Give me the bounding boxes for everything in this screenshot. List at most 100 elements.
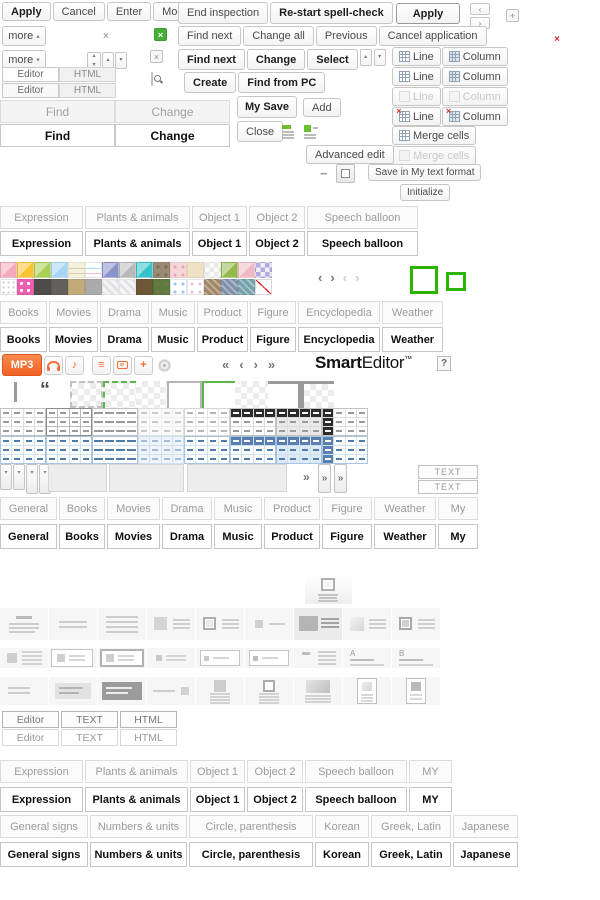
tab[interactable]: Weather: [374, 524, 436, 549]
tab[interactable]: Speech balloon: [305, 787, 407, 812]
tab[interactable]: My: [438, 524, 478, 549]
palette-swatch[interactable]: [153, 262, 170, 278]
palette-swatch[interactable]: [221, 279, 238, 295]
palette-swatch[interactable]: [85, 279, 102, 295]
music-note-icon[interactable]: ♪: [65, 355, 84, 375]
tab-text[interactable]: TEXT: [61, 711, 118, 728]
tab[interactable]: Numbers & units: [90, 842, 187, 867]
table-style-tile[interactable]: [230, 408, 276, 436]
table-style-tile[interactable]: [184, 436, 230, 464]
table-style-tile[interactable]: [184, 408, 230, 436]
dropdown-arrow-button[interactable]: ▾: [26, 464, 38, 494]
palette-swatch[interactable]: [255, 262, 272, 278]
tab[interactable]: Product: [197, 301, 248, 324]
layout-template-icon[interactable]: [392, 677, 440, 705]
palette-swatch[interactable]: [0, 279, 17, 295]
tab[interactable]: Object 1: [190, 787, 245, 812]
tab[interactable]: Music: [214, 524, 262, 549]
tab[interactable]: General signs: [0, 842, 88, 867]
palette-swatch[interactable]: [102, 279, 119, 295]
line-button[interactable]: Line: [392, 87, 441, 106]
layout-template-icon[interactable]: [49, 648, 97, 668]
border-style-tile[interactable]: [268, 381, 301, 408]
layout-template-icon[interactable]: [343, 608, 391, 640]
column-button[interactable]: Column: [441, 67, 508, 86]
headphones-icon[interactable]: [44, 355, 63, 375]
layout-template-icon[interactable]: [147, 608, 195, 640]
add-button[interactable]: Add: [303, 98, 341, 117]
tab[interactable]: Speech balloon: [307, 206, 418, 229]
palette-swatch[interactable]: [170, 279, 187, 295]
palette-swatch[interactable]: [34, 279, 51, 295]
border-style-tile[interactable]: [301, 381, 334, 408]
tab[interactable]: Music: [151, 327, 195, 352]
tab-html[interactable]: HTML: [120, 711, 177, 728]
palette-swatch[interactable]: [34, 262, 51, 278]
tab[interactable]: Drama: [162, 497, 212, 520]
layout-template-icon[interactable]: [294, 677, 342, 705]
border-style-tile[interactable]: [169, 381, 202, 408]
tab[interactable]: Object 2: [249, 206, 305, 229]
palette-swatch[interactable]: [17, 279, 34, 295]
expand-button[interactable]: »: [318, 464, 331, 493]
tab[interactable]: Numbers & units: [90, 815, 187, 838]
border-style-tile[interactable]: [136, 381, 169, 408]
tab[interactable]: Books: [59, 524, 105, 549]
tab[interactable]: Plants & animals: [85, 206, 190, 229]
tab[interactable]: Weather: [374, 497, 436, 520]
more-up-button[interactable]: more ▴: [2, 26, 46, 46]
tab[interactable]: Japanese: [453, 815, 518, 838]
tab[interactable]: Object 1: [192, 231, 247, 256]
palette-swatch[interactable]: [187, 262, 204, 278]
tab[interactable]: Movies: [107, 497, 160, 520]
table-style-tile[interactable]: [0, 408, 46, 436]
tab[interactable]: MY: [409, 760, 452, 783]
palette-swatch[interactable]: [255, 279, 272, 295]
layout-template-icon[interactable]: [147, 677, 195, 705]
tab[interactable]: Object 2: [247, 760, 303, 783]
table-style-tile[interactable]: [322, 408, 368, 436]
tab-text[interactable]: TEXT: [61, 729, 118, 746]
merge-cells-button[interactable]: Merge cells: [392, 146, 477, 165]
image-caption-layout-icon[interactable]: [305, 575, 352, 604]
layout-template-icon[interactable]: [0, 677, 48, 705]
palette-swatch[interactable]: [51, 279, 68, 295]
select-button[interactable]: Select: [307, 49, 358, 70]
tab[interactable]: Greek, Latin: [371, 842, 451, 867]
tab[interactable]: Product: [264, 524, 320, 549]
tab[interactable]: Encyclopedia: [298, 327, 380, 352]
first-arrow-icon[interactable]: «: [222, 357, 230, 372]
next-arrow-icon[interactable]: ›: [253, 357, 258, 372]
tab-editor[interactable]: Editor: [2, 83, 59, 98]
table-style-tile[interactable]: [0, 436, 46, 464]
border-style-tile[interactable]: [202, 381, 235, 408]
green-close-icon[interactable]: ×: [154, 28, 167, 41]
table-style-tile[interactable]: [92, 408, 138, 436]
restart-spellcheck-button[interactable]: Re-start spell-check: [270, 2, 393, 24]
layout-template-icon[interactable]: [0, 648, 48, 668]
expand-arrow-icon[interactable]: »: [303, 470, 310, 484]
tab[interactable]: Movies: [107, 524, 160, 549]
layout-template-icon[interactable]: [49, 677, 97, 705]
prev-arrow-icon[interactable]: ‹: [239, 357, 244, 372]
apply-button[interactable]: Apply: [2, 2, 51, 21]
tab[interactable]: Movies: [49, 301, 98, 324]
selection-box-small[interactable]: [446, 272, 466, 291]
tab-editor[interactable]: Editor: [2, 67, 59, 82]
layout-template-icon[interactable]: B: [392, 648, 440, 668]
layout-template-icon[interactable]: [245, 608, 293, 640]
spinner-down-button[interactable]: ▾: [115, 52, 127, 69]
tab-html[interactable]: HTML: [120, 729, 177, 746]
close-button[interactable]: Close: [237, 121, 284, 142]
palette-swatch[interactable]: [238, 262, 255, 278]
my-save-button[interactable]: My Save: [237, 96, 297, 118]
border-style-tile[interactable]: [103, 381, 136, 408]
tab[interactable]: Greek, Latin: [371, 815, 451, 838]
layout-template-icon[interactable]: [0, 608, 48, 640]
tab[interactable]: Weather: [382, 301, 443, 324]
palette-swatch[interactable]: [136, 262, 153, 278]
tab[interactable]: Books: [0, 301, 47, 324]
column-button[interactable]: Column: [441, 87, 508, 106]
layout-template-icon[interactable]: [196, 677, 244, 705]
tab-find[interactable]: Find: [0, 124, 115, 147]
